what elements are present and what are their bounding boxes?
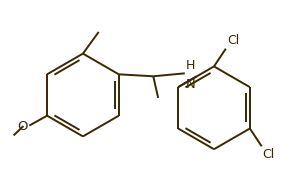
Text: Cl: Cl xyxy=(227,34,239,47)
Text: N: N xyxy=(186,78,196,91)
Text: O: O xyxy=(17,120,27,133)
Text: H: H xyxy=(186,59,195,72)
Text: Cl: Cl xyxy=(263,148,275,161)
